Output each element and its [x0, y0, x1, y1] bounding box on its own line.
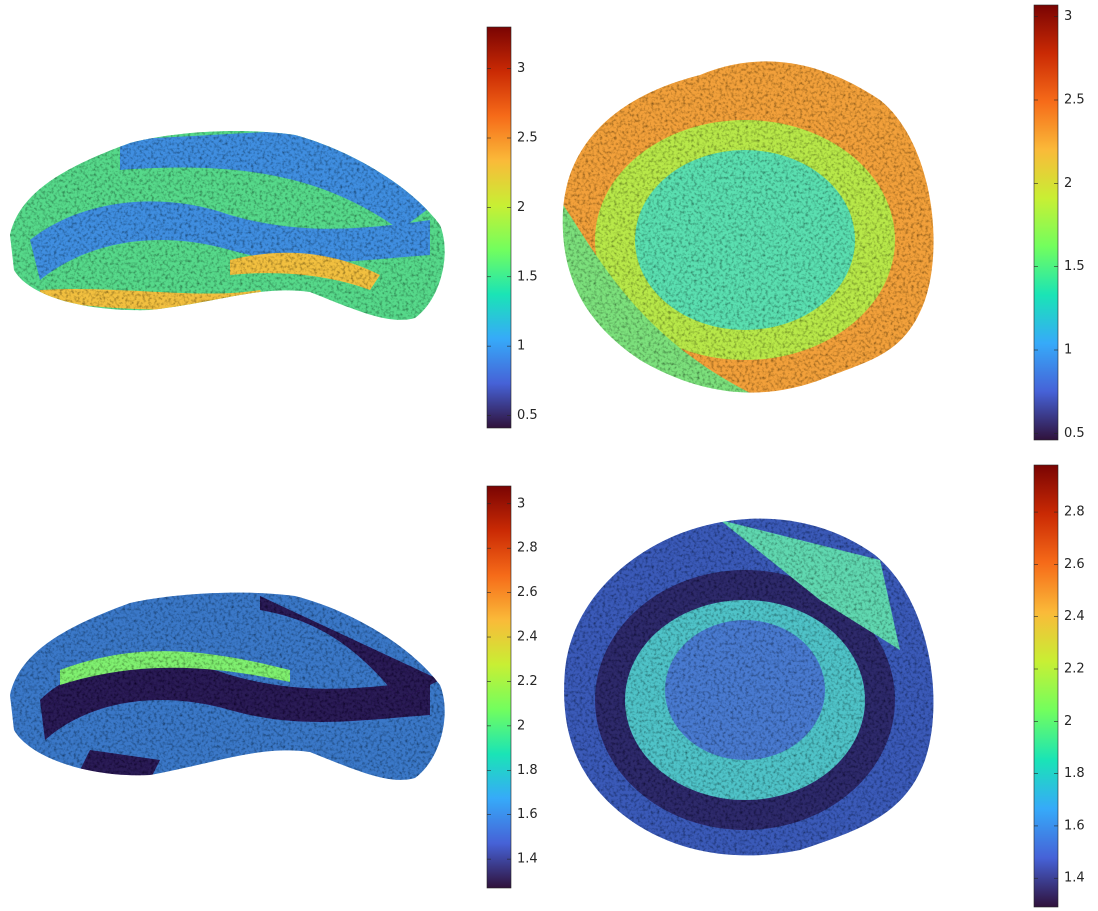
figure: 0.5 1 1.5 2 2.5 3 0.5 1 1.5 2 2.5 3 1.4 1.6 1.8 2 2.2 2.4…	[0, 0, 1098, 911]
colorbar-tick-label: 2.2	[1064, 662, 1085, 677]
colorbar-tick-label: 2	[517, 200, 525, 215]
colorbar-tick-label: 2.4	[517, 630, 538, 645]
colorbar-tick-label: 1.5	[517, 269, 538, 284]
colorbar-tick-label: 2.4	[1064, 609, 1085, 624]
colorbar	[487, 27, 511, 428]
colorbar-tick-label: 1.5	[1064, 259, 1085, 274]
colorbar-tick-label: 1.6	[1064, 818, 1085, 833]
surface-render	[0, 50, 950, 865]
colorbar-tick-label: 1.4	[1064, 871, 1085, 886]
colorbar	[1034, 5, 1058, 440]
colorbar-tick-label: 2.2	[517, 674, 538, 689]
colorbar-tick-label: 2.8	[1064, 505, 1085, 520]
colorbar-tick-label: 3	[517, 496, 525, 511]
colorbar	[487, 486, 511, 888]
colorbar-tick-label: 0.5	[1064, 426, 1085, 441]
colorbar-tick-label: 2	[1064, 176, 1072, 191]
colorbar-tick-label: 2.8	[517, 541, 538, 556]
colorbar-tick-label: 2	[517, 718, 525, 733]
colorbar-tick-label: 2.5	[517, 131, 538, 146]
colorbar-tick-label: 1	[1064, 343, 1072, 358]
colorbar-tick-label: 2	[1064, 714, 1072, 729]
colorbar-tick-label: 2.5	[1064, 93, 1085, 108]
colorbar-tick-label: 3	[517, 61, 525, 76]
colorbar-tick-label: 2.6	[1064, 557, 1085, 572]
colorbar-tick-label: 1	[517, 339, 525, 354]
colorbar-tick-label: 1.6	[517, 807, 538, 822]
colorbar	[1034, 465, 1058, 907]
colorbar-tick-label: 1.8	[1064, 766, 1085, 781]
colorbar-tick-label: 0.5	[517, 408, 538, 423]
colorbar-tick-label: 1.4	[517, 852, 538, 867]
colorbar-tick-label: 3	[1064, 9, 1072, 24]
colorbar-tick-label: 2.6	[517, 585, 538, 600]
colorbar-tick-label: 1.8	[517, 763, 538, 778]
